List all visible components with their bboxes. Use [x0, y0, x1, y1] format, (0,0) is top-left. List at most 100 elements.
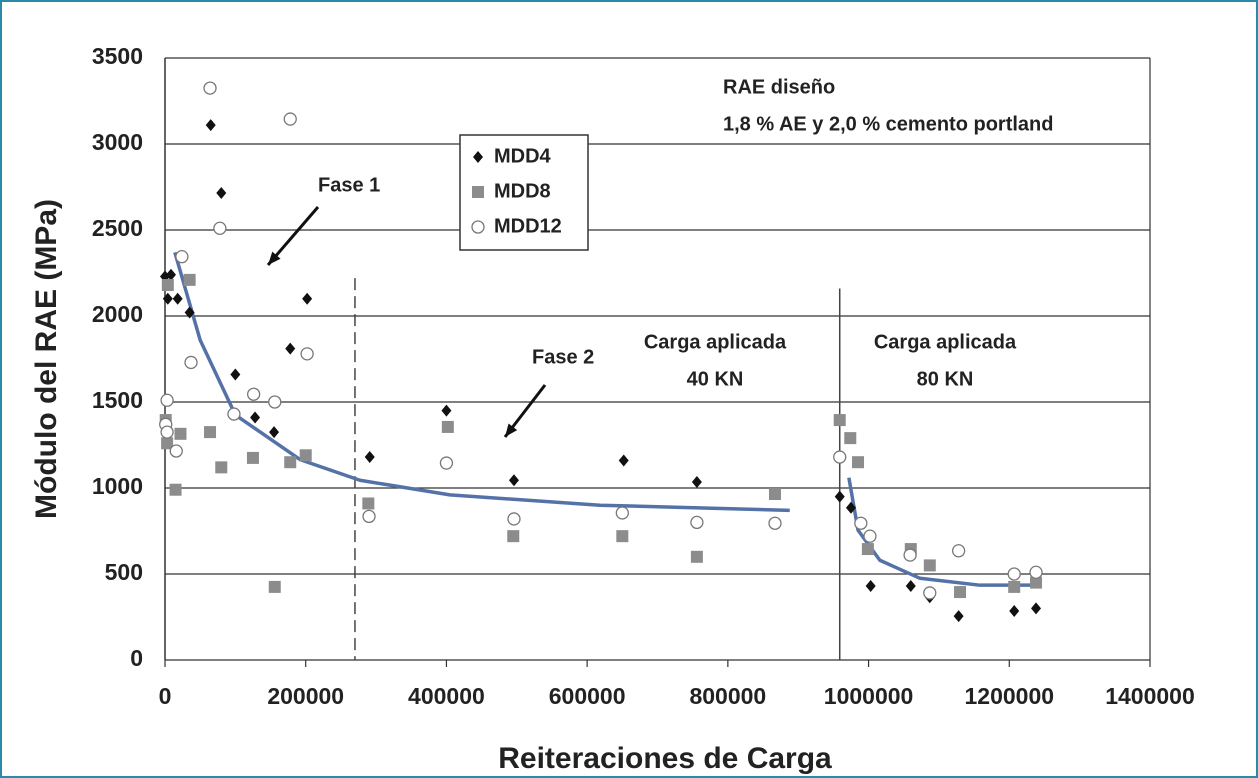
point: [854, 516, 868, 530]
point: [174, 427, 187, 440]
point: [768, 488, 781, 501]
point: [205, 119, 216, 132]
point: [507, 530, 520, 543]
y-tick-label: 3000: [92, 129, 143, 155]
point: [865, 580, 876, 593]
legend-marker: [472, 186, 484, 198]
y-axis-label: Módulo del RAE (MPa): [30, 199, 63, 519]
point: [903, 548, 917, 562]
point: [863, 529, 877, 543]
point: [845, 501, 856, 514]
point: [284, 456, 297, 469]
point: [160, 393, 174, 407]
point: [165, 268, 176, 281]
point: [439, 456, 454, 470]
y-tick-label: 2500: [92, 215, 143, 241]
point: [269, 426, 280, 439]
annotation: Carga aplicada: [874, 331, 1017, 353]
x-tick-label: 600000: [549, 683, 626, 709]
point: [905, 580, 916, 593]
point: [230, 368, 241, 381]
point: [227, 407, 241, 421]
annotation: 1,8 % AE y 2,0 % cemento portland: [723, 113, 1053, 135]
point: [246, 451, 259, 464]
point: [285, 342, 296, 355]
legend-label: MDD4: [494, 145, 552, 167]
point: [362, 509, 376, 524]
point: [923, 559, 936, 572]
point: [844, 432, 857, 445]
point: [852, 456, 865, 469]
point: [690, 515, 704, 530]
point: [923, 586, 937, 600]
annotation: 80 KN: [917, 368, 974, 390]
point: [690, 550, 703, 563]
x-tick-label: 1000000: [824, 683, 914, 709]
arrow-head: [268, 251, 281, 265]
point: [183, 273, 196, 286]
x-tick-label: 200000: [267, 683, 344, 709]
point: [302, 292, 313, 305]
legend-label: MDD12: [494, 215, 562, 237]
point: [300, 347, 314, 361]
arrow-head: [505, 423, 518, 437]
point: [213, 221, 227, 235]
point: [184, 355, 198, 370]
point: [204, 426, 217, 439]
annotation: Fase 1: [318, 174, 380, 196]
legend-marker: [471, 220, 485, 234]
point: [203, 81, 217, 95]
point: [1031, 602, 1042, 615]
point: [441, 404, 452, 417]
x-tick-label: 1200000: [965, 683, 1055, 709]
x-tick-label: 0: [159, 683, 172, 709]
y-tick-label: 2000: [92, 301, 143, 327]
point: [246, 387, 261, 401]
point: [954, 586, 967, 599]
point: [834, 490, 845, 503]
point: [1007, 567, 1021, 581]
trendline: [173, 251, 790, 513]
point: [161, 437, 174, 450]
point: [215, 461, 228, 474]
point: [861, 543, 874, 556]
point: [162, 292, 173, 305]
point: [283, 112, 297, 126]
point: [184, 306, 195, 319]
y-tick-label: 1500: [92, 387, 143, 413]
y-tick-label: 3500: [92, 43, 143, 69]
point: [615, 506, 629, 520]
point: [161, 279, 174, 292]
point: [953, 610, 964, 623]
y-tick-label: 500: [105, 559, 143, 585]
y-tick-label: 0: [130, 645, 143, 671]
x-tick-label: 1400000: [1105, 683, 1195, 709]
point: [364, 451, 375, 464]
annotation: RAE diseño: [723, 76, 835, 98]
point: [833, 414, 846, 427]
x-tick-label: 400000: [408, 683, 485, 709]
point: [250, 411, 261, 424]
point: [169, 483, 182, 496]
point: [618, 454, 629, 467]
y-tick-label: 1000: [92, 473, 143, 499]
annotation: Fase 2: [532, 346, 594, 368]
point: [441, 420, 454, 433]
point: [1029, 565, 1043, 579]
point: [691, 475, 702, 488]
legend-label: MDD8: [494, 180, 551, 202]
x-axis-label: Reiteraciones de Carga: [498, 742, 832, 775]
point: [1009, 604, 1020, 617]
point: [768, 516, 782, 530]
annotation: 40 KN: [687, 368, 744, 390]
point: [507, 512, 521, 526]
point: [172, 292, 183, 305]
point: [616, 530, 629, 543]
x-tick-label: 800000: [689, 683, 766, 709]
annotation: Carga aplicada: [644, 331, 787, 353]
point: [175, 250, 189, 264]
point: [299, 449, 312, 462]
legend-marker: [473, 151, 483, 163]
point: [268, 580, 281, 593]
point: [216, 187, 227, 200]
